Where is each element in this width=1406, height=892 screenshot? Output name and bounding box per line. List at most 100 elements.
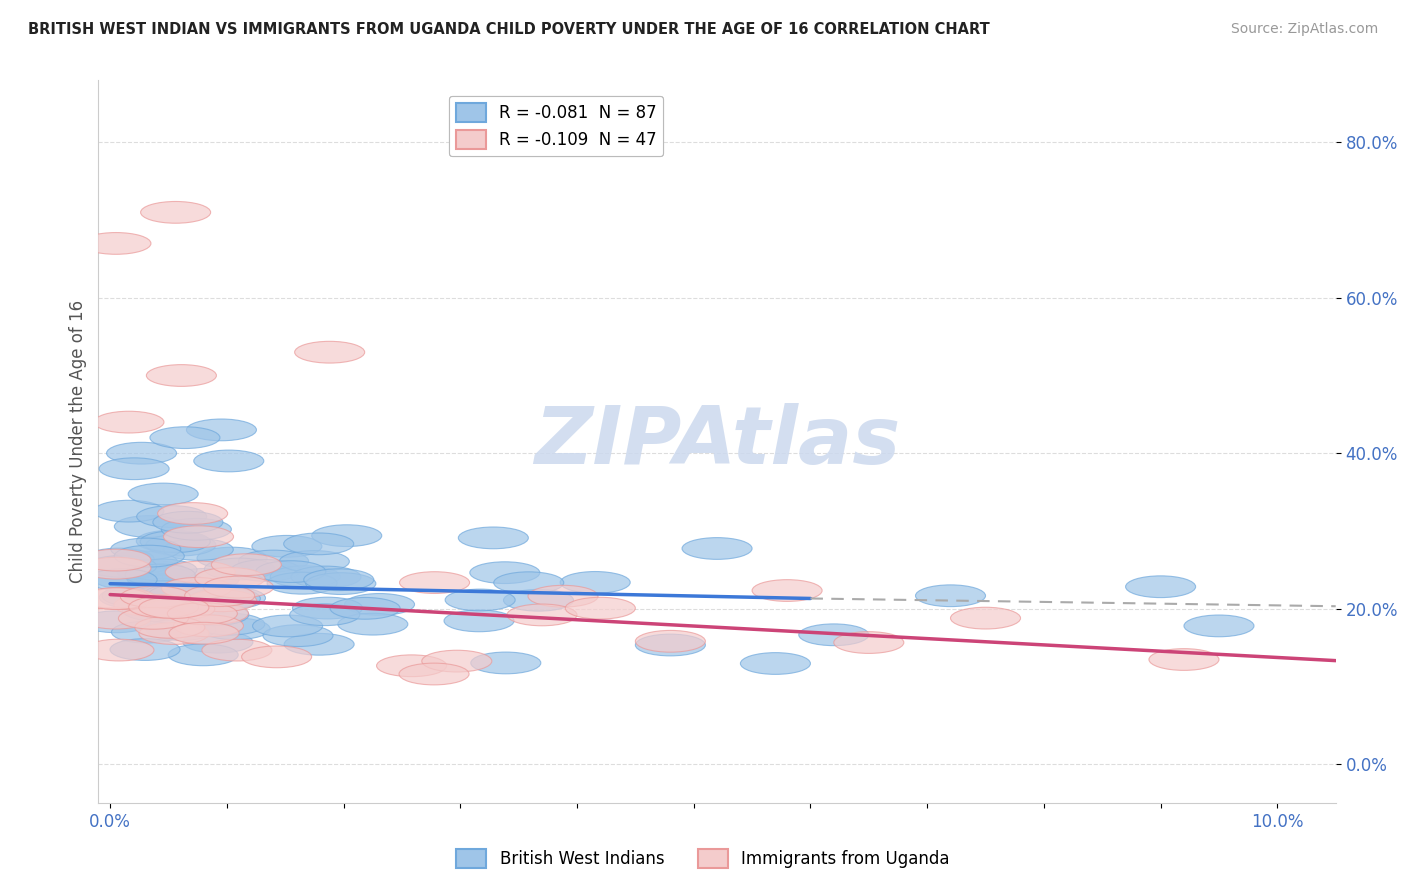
Ellipse shape <box>127 578 197 600</box>
Ellipse shape <box>128 595 197 616</box>
Ellipse shape <box>292 597 363 619</box>
Ellipse shape <box>446 589 515 611</box>
Ellipse shape <box>173 615 243 637</box>
Ellipse shape <box>263 624 333 647</box>
Ellipse shape <box>136 530 207 552</box>
Ellipse shape <box>82 607 150 629</box>
Ellipse shape <box>146 534 217 556</box>
Ellipse shape <box>529 585 598 607</box>
Ellipse shape <box>107 551 177 573</box>
Ellipse shape <box>799 624 869 646</box>
Ellipse shape <box>111 538 181 560</box>
Ellipse shape <box>84 548 155 570</box>
Ellipse shape <box>146 365 217 386</box>
Ellipse shape <box>197 547 267 569</box>
Ellipse shape <box>195 614 264 635</box>
Ellipse shape <box>560 572 630 593</box>
Ellipse shape <box>211 554 281 575</box>
Ellipse shape <box>508 604 576 626</box>
Y-axis label: Child Poverty Under the Age of 16: Child Poverty Under the Age of 16 <box>69 300 87 583</box>
Ellipse shape <box>399 663 470 685</box>
Ellipse shape <box>114 516 184 537</box>
Ellipse shape <box>166 600 236 623</box>
Ellipse shape <box>204 558 274 580</box>
Ellipse shape <box>94 500 165 522</box>
Ellipse shape <box>950 607 1021 629</box>
Ellipse shape <box>682 538 752 559</box>
Ellipse shape <box>136 506 207 527</box>
Ellipse shape <box>231 559 301 582</box>
Ellipse shape <box>184 585 254 607</box>
Ellipse shape <box>110 639 180 660</box>
Text: ZIPAtlas: ZIPAtlas <box>534 402 900 481</box>
Ellipse shape <box>194 450 264 472</box>
Ellipse shape <box>295 342 364 363</box>
Ellipse shape <box>128 483 198 505</box>
Ellipse shape <box>117 560 187 582</box>
Legend: R = -0.081  N = 87, R = -0.109  N = 47: R = -0.081 N = 87, R = -0.109 N = 47 <box>449 95 664 156</box>
Ellipse shape <box>1184 615 1254 637</box>
Ellipse shape <box>503 590 574 611</box>
Ellipse shape <box>183 632 253 653</box>
Ellipse shape <box>422 650 492 672</box>
Ellipse shape <box>307 573 375 594</box>
Ellipse shape <box>103 585 172 607</box>
Ellipse shape <box>121 586 190 607</box>
Ellipse shape <box>82 558 150 579</box>
Ellipse shape <box>636 631 706 652</box>
Ellipse shape <box>187 419 256 441</box>
Ellipse shape <box>121 598 191 620</box>
Ellipse shape <box>636 634 706 656</box>
Ellipse shape <box>118 607 188 629</box>
Ellipse shape <box>494 572 564 593</box>
Legend: British West Indians, Immigrants from Uganda: British West Indians, Immigrants from Ug… <box>450 842 956 875</box>
Ellipse shape <box>82 233 150 254</box>
Ellipse shape <box>399 572 470 593</box>
Ellipse shape <box>1126 576 1195 598</box>
Ellipse shape <box>163 525 233 548</box>
Ellipse shape <box>284 633 354 655</box>
Ellipse shape <box>267 573 337 594</box>
Ellipse shape <box>141 531 209 552</box>
Ellipse shape <box>166 561 235 583</box>
Ellipse shape <box>125 564 195 586</box>
Ellipse shape <box>94 411 165 433</box>
Ellipse shape <box>1149 648 1219 671</box>
Ellipse shape <box>139 597 209 618</box>
Ellipse shape <box>169 568 239 591</box>
Ellipse shape <box>252 535 322 558</box>
Ellipse shape <box>157 502 228 524</box>
Ellipse shape <box>149 584 219 606</box>
Ellipse shape <box>471 652 541 673</box>
Ellipse shape <box>122 599 193 621</box>
Ellipse shape <box>291 566 361 588</box>
Ellipse shape <box>111 622 181 643</box>
Ellipse shape <box>82 611 150 632</box>
Ellipse shape <box>330 598 401 619</box>
Ellipse shape <box>204 576 274 598</box>
Ellipse shape <box>470 562 540 583</box>
Ellipse shape <box>169 644 238 665</box>
Ellipse shape <box>169 623 239 644</box>
Ellipse shape <box>167 603 238 624</box>
Ellipse shape <box>163 594 233 615</box>
Ellipse shape <box>304 569 374 591</box>
Ellipse shape <box>84 640 155 661</box>
Ellipse shape <box>752 580 823 601</box>
Ellipse shape <box>190 588 260 609</box>
Ellipse shape <box>312 524 382 547</box>
Ellipse shape <box>127 567 197 590</box>
Ellipse shape <box>139 573 208 595</box>
Ellipse shape <box>162 518 232 541</box>
Ellipse shape <box>114 594 184 616</box>
Ellipse shape <box>153 511 224 533</box>
Ellipse shape <box>100 587 169 608</box>
Ellipse shape <box>141 202 211 223</box>
Ellipse shape <box>98 458 169 480</box>
Text: BRITISH WEST INDIAN VS IMMIGRANTS FROM UGANDA CHILD POVERTY UNDER THE AGE OF 16 : BRITISH WEST INDIAN VS IMMIGRANTS FROM U… <box>28 22 990 37</box>
Ellipse shape <box>143 584 214 606</box>
Ellipse shape <box>239 550 308 572</box>
Ellipse shape <box>565 598 636 619</box>
Ellipse shape <box>344 593 415 615</box>
Ellipse shape <box>139 623 209 644</box>
